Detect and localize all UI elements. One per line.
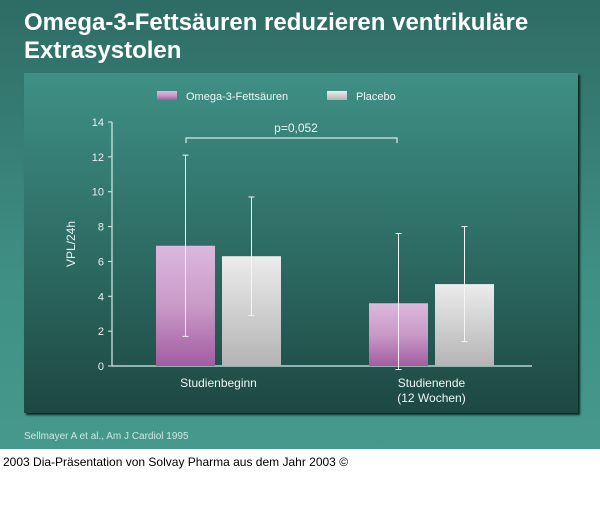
y-tick-label: 12 (92, 152, 104, 164)
citation: Sellmayer A et al., Am J Cardiol 1995 (24, 431, 189, 442)
y-tick-label: 4 (98, 291, 104, 303)
footer-caption: 2003 Dia-Präsentation von Solvay Pharma … (3, 455, 349, 469)
slide: Omega-3-Fettsäuren reduzieren ventrikulä… (0, 0, 600, 449)
y-tick-label: 0 (98, 361, 104, 373)
legend-label: Placebo (356, 91, 396, 103)
y-tick-label: 8 (98, 222, 104, 234)
y-tick-label: 2 (98, 326, 104, 338)
y-tick-label: 10 (92, 187, 104, 199)
legend-label: Omega-3-Fettsäuren (186, 91, 288, 103)
x-category-label: Studienende (398, 376, 466, 390)
y-axis-label: VPL/24h (64, 221, 78, 267)
p-value-annotation: p=0,052 (274, 121, 318, 135)
x-category-label: Studienbeginn (180, 376, 257, 390)
x-category-label: (12 Wochen) (397, 391, 465, 405)
legend-swatch-placebo (327, 91, 347, 100)
legend-swatch-omega (157, 91, 177, 100)
bar-chart: 0 2 4 6 8 10 12 14 VPL/24h Studienbeginn Studienen… (64, 91, 532, 405)
slide-title: Omega-3-Fettsäuren reduzieren ventrikulä… (24, 9, 529, 64)
significance-bracket (185, 137, 398, 143)
y-tick-label: 6 (98, 256, 104, 268)
y-tick-label: 14 (92, 117, 104, 129)
